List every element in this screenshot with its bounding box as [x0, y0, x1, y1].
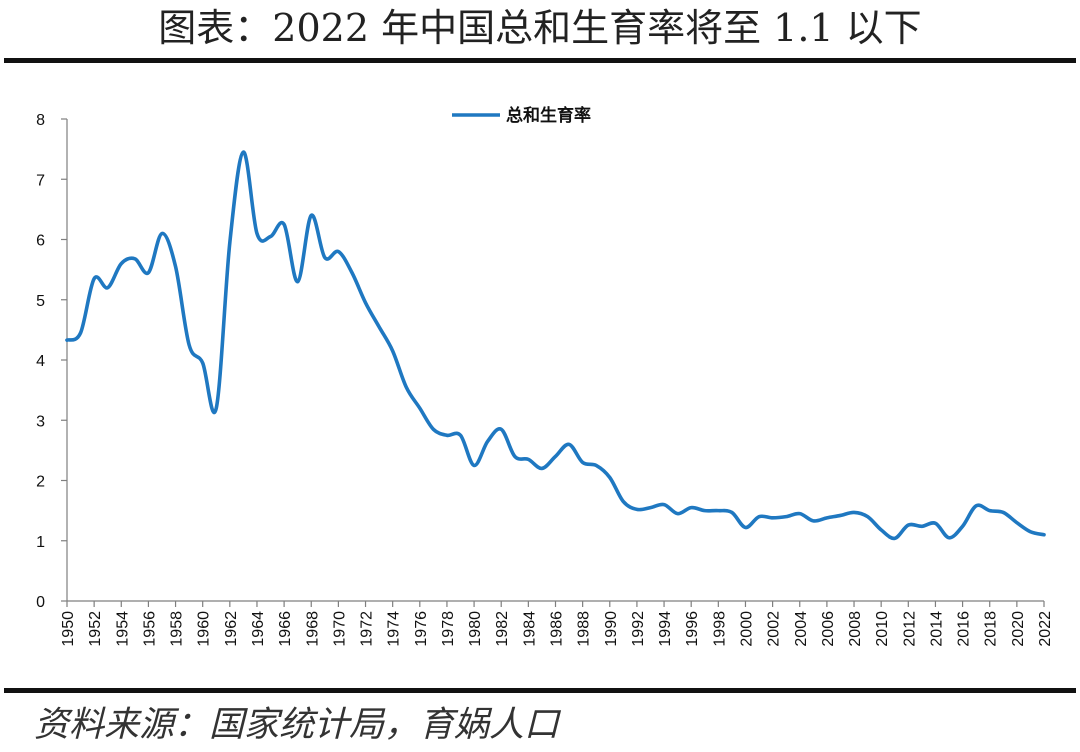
- x-tick-label: 1970: [331, 611, 348, 647]
- series-line-tfr: [65, 150, 1046, 541]
- x-tick-label: 1978: [440, 611, 457, 647]
- x-tick-label: 1968: [304, 611, 321, 647]
- x-tick-label: 1952: [87, 611, 104, 647]
- x-tick-label: 1980: [467, 611, 484, 647]
- y-tick-label: 3: [36, 413, 45, 430]
- x-tick-label: 1958: [169, 611, 186, 647]
- x-tick-label: 2016: [956, 611, 973, 647]
- x-tick-label: 1992: [630, 611, 647, 647]
- x-tick-label: 2008: [847, 611, 864, 647]
- page-title: 图表：2022 年中国总和生育率将至 1.1 以下: [158, 6, 922, 50]
- y-tick-label: 8: [36, 112, 45, 129]
- y-tick-label: 6: [36, 233, 45, 250]
- x-tick-label: 1988: [576, 611, 593, 647]
- y-tick-label: 4: [36, 353, 45, 370]
- x-tick-label: 1950: [60, 611, 77, 647]
- x-tick-label: 2022: [1037, 611, 1054, 647]
- y-tick-label: 2: [36, 474, 45, 491]
- y-axis: 0 1 2 3 4 5 6 7 8: [36, 112, 68, 611]
- x-tick-label: 1956: [141, 611, 158, 647]
- x-tick-label: 2014: [928, 611, 945, 647]
- legend: 总和生育率: [452, 105, 591, 126]
- x-axis: 1950 1952 1954 1956 1958 1960 1962 1964 1966 1968…: [60, 600, 1054, 647]
- x-tick-label: 1990: [603, 611, 620, 647]
- y-tick-label: 7: [36, 172, 45, 189]
- legend-label: 总和生育率: [506, 105, 591, 126]
- x-tick-label: 1962: [223, 611, 240, 647]
- x-tick-label: 1960: [196, 611, 213, 647]
- x-tick-label: 1994: [657, 611, 674, 647]
- x-tick-label: 1964: [250, 611, 267, 647]
- x-tick-label: 1996: [684, 611, 701, 647]
- y-tick-label: 0: [36, 594, 45, 611]
- source-note: 资料来源：国家统计局，育娲人口: [34, 705, 560, 745]
- x-tick-label: 1972: [359, 611, 376, 647]
- x-tick-label: 1982: [494, 611, 511, 647]
- x-tick-label: 2010: [874, 611, 891, 647]
- top-divider: [4, 58, 1076, 63]
- x-tick-label: 1966: [277, 611, 294, 647]
- x-tick-label: 1984: [521, 611, 538, 647]
- x-tick-label: 2000: [738, 611, 755, 647]
- y-tick-label: 5: [36, 293, 45, 310]
- x-tick-label: 1954: [114, 611, 131, 647]
- x-tick-label: 1998: [711, 611, 728, 647]
- x-tick-label: 2018: [983, 611, 1000, 647]
- y-tick-label: 1: [36, 534, 45, 551]
- x-tick-label: 1986: [549, 611, 566, 647]
- x-tick-label: 2004: [793, 611, 810, 647]
- x-tick-label: 2020: [1010, 611, 1027, 647]
- x-tick-label: 2012: [901, 611, 918, 647]
- x-tick-label: 1976: [413, 611, 430, 647]
- x-tick-label: 2002: [766, 611, 783, 647]
- x-tick-label: 2006: [820, 611, 837, 647]
- x-tick-label: 1974: [386, 611, 403, 647]
- bottom-divider: [4, 688, 1076, 693]
